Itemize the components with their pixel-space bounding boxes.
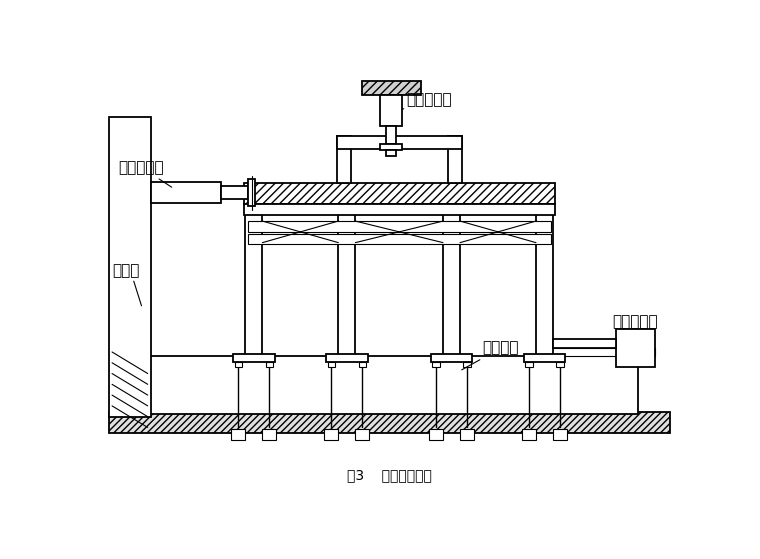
Bar (524, 354, 565, 362)
Bar (262, 429, 277, 440)
Bar (536, 189, 553, 356)
Bar (432, 362, 440, 367)
Bar (429, 429, 443, 440)
Bar (337, 136, 351, 183)
Bar (337, 136, 461, 149)
Bar (525, 362, 533, 367)
Bar (233, 354, 275, 362)
Text: 水平限位架: 水平限位架 (612, 314, 657, 329)
Bar (380, 144, 402, 150)
Bar (325, 429, 338, 440)
Bar (385, 126, 397, 144)
Bar (522, 429, 536, 440)
Bar (150, 182, 220, 203)
Bar (143, 356, 638, 414)
Bar (448, 136, 461, 183)
Bar (443, 189, 460, 356)
Bar (328, 362, 335, 367)
Bar (244, 183, 555, 204)
Bar (265, 362, 274, 367)
Bar (109, 412, 670, 433)
Bar (553, 339, 616, 348)
Bar (431, 354, 473, 362)
Bar (109, 117, 150, 418)
Text: 图3    试验加载装置: 图3 试验加载装置 (347, 468, 432, 482)
Bar (380, 95, 402, 126)
Bar (460, 429, 474, 440)
Bar (616, 329, 654, 367)
Bar (362, 81, 420, 95)
Bar (244, 204, 555, 215)
Bar (553, 429, 567, 440)
Text: 反力墙: 反力墙 (112, 264, 139, 278)
Bar (338, 189, 356, 356)
Bar (556, 362, 564, 367)
Bar (235, 362, 242, 367)
Bar (536, 348, 654, 356)
Bar (326, 354, 368, 362)
Text: 竖向千斤顶: 竖向千斤顶 (402, 92, 452, 110)
Bar (248, 221, 551, 232)
Bar (463, 362, 471, 367)
Bar (248, 234, 551, 244)
Text: 水平千斤顶: 水平千斤顶 (119, 160, 172, 187)
Bar (356, 429, 369, 440)
Bar (220, 187, 248, 199)
Bar (359, 362, 366, 367)
Text: 地脚螺栓: 地脚螺栓 (461, 340, 519, 370)
Bar (231, 429, 245, 440)
Bar (385, 150, 397, 157)
Bar (245, 189, 262, 356)
Bar (248, 179, 255, 206)
